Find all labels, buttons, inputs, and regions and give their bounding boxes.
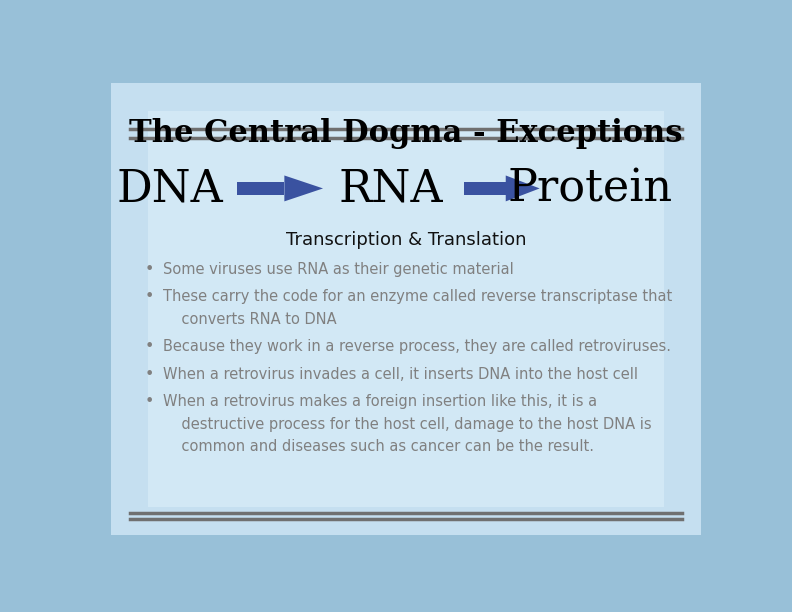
Bar (464, 182, 506, 195)
Text: converts RNA to DNA: converts RNA to DNA (163, 312, 337, 327)
Text: Because they work in a reverse process, they are called retroviruses.: Because they work in a reverse process, … (163, 339, 672, 354)
Text: RNA: RNA (338, 167, 443, 211)
Text: •: • (145, 262, 154, 277)
Text: Protein: Protein (508, 167, 672, 211)
Text: When a retrovirus makes a foreign insertion like this, it is a: When a retrovirus makes a foreign insert… (163, 394, 598, 409)
Text: •: • (145, 367, 154, 381)
Text: Some viruses use RNA as their genetic material: Some viruses use RNA as their genetic ma… (163, 262, 514, 277)
Bar (148, 111, 664, 507)
Text: •: • (145, 339, 154, 354)
Text: common and diseases such as cancer can be the result.: common and diseases such as cancer can b… (163, 439, 595, 454)
Text: DNA: DNA (116, 167, 223, 211)
Bar (237, 182, 284, 195)
Text: •: • (145, 394, 154, 409)
Text: Transcription & Translation: Transcription & Translation (286, 231, 526, 249)
Text: destructive process for the host cell, damage to the host DNA is: destructive process for the host cell, d… (163, 417, 652, 431)
Text: These carry the code for an enzyme called reverse transcriptase that: These carry the code for an enzyme calle… (163, 289, 672, 304)
Text: The Central Dogma - Exceptions: The Central Dogma - Exceptions (129, 118, 683, 149)
Text: When a retrovirus invades a cell, it inserts DNA into the host cell: When a retrovirus invades a cell, it ins… (163, 367, 638, 381)
Text: •: • (145, 289, 154, 304)
Polygon shape (506, 176, 539, 201)
Polygon shape (284, 176, 323, 201)
